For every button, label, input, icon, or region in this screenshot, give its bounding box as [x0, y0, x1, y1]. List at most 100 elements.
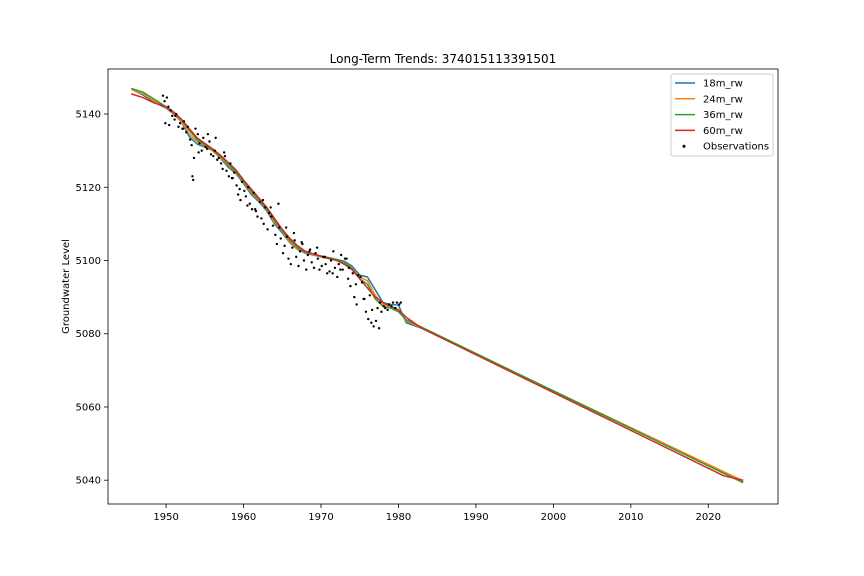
y-tick-label: 5100: [76, 256, 101, 267]
legend-box: [670, 73, 774, 157]
observation-point: [332, 250, 335, 253]
observation-point: [209, 153, 213, 156]
observation-point: [314, 251, 317, 255]
observation-point: [225, 169, 228, 172]
observation-point: [239, 198, 242, 202]
observation-point: [378, 301, 382, 304]
observation-point: [345, 257, 348, 260]
observation-point: [246, 186, 250, 189]
y-tick-label: 5040: [76, 476, 101, 487]
observation-point: [377, 327, 381, 330]
observation-point: [339, 268, 342, 271]
observation-point: [283, 244, 286, 248]
legend-label-observations: Observations: [703, 142, 769, 153]
observation-point: [214, 136, 217, 140]
observation-point: [297, 264, 300, 268]
observation-point: [354, 283, 358, 286]
observation-point: [328, 270, 331, 273]
observation-point: [368, 294, 372, 297]
observation-point: [394, 306, 397, 310]
observation-point: [264, 206, 267, 209]
observation-point: [275, 242, 279, 246]
observation-point: [248, 202, 251, 205]
observation-point: [171, 114, 174, 118]
observation-point: [287, 257, 290, 260]
observation-point: [204, 145, 207, 149]
legend-label-60m-rw: 60m_rw: [703, 126, 743, 137]
observation-point: [329, 259, 333, 262]
observation-point: [346, 277, 350, 281]
observation-point: [182, 120, 186, 123]
observation-point: [310, 261, 313, 264]
observation-point: [277, 226, 281, 229]
observation-point: [384, 306, 387, 310]
observation-point: [395, 301, 399, 304]
observation-point: [277, 202, 280, 205]
y-tick-label: 5120: [76, 183, 101, 194]
observation-point: [185, 131, 188, 134]
observation-point: [356, 273, 360, 277]
observation-point: [235, 184, 238, 187]
series-layer: [130, 87, 744, 484]
observation-point: [178, 121, 182, 125]
observation-point: [391, 301, 395, 304]
observation-point: [197, 151, 200, 154]
observation-point: [212, 154, 215, 158]
observation-point: [167, 105, 170, 108]
x-tick-label: 1980: [386, 512, 411, 523]
observation-point: [227, 175, 231, 178]
x-tick-label: 2020: [696, 512, 721, 523]
observation-point: [192, 156, 196, 160]
observation-point: [240, 180, 244, 183]
observation-point: [351, 272, 354, 275]
observation-point: [399, 301, 402, 304]
x-tick-label: 1960: [231, 512, 256, 523]
observation-point: [326, 272, 329, 275]
observation-point: [167, 123, 171, 127]
legend-label-18m-rw: 18m_rw: [703, 79, 743, 90]
observation-point: [274, 233, 277, 237]
observation-point: [206, 132, 210, 136]
observation-point: [293, 239, 296, 242]
observation-point: [376, 306, 379, 310]
observation-point: [281, 251, 285, 255]
observation-point: [295, 255, 298, 259]
observation-point: [230, 176, 234, 180]
observation-point: [364, 310, 368, 313]
legend: 18m_rw 24m_rw 36m_rw 60m_rw Observations: [670, 73, 774, 157]
observation-point: [174, 112, 178, 116]
series-36m-rw-line: [131, 87, 744, 484]
observation-point: [256, 215, 259, 218]
observation-point: [196, 132, 200, 136]
observation-point: [362, 297, 365, 301]
observation-point: [298, 250, 302, 253]
observation-point: [323, 255, 327, 259]
observation-point: [308, 248, 312, 251]
observation-point: [194, 127, 197, 130]
observation-point: [165, 96, 169, 99]
observation-point: [316, 257, 320, 260]
observation-point: [261, 198, 265, 202]
observation-point: [258, 200, 262, 204]
observation-point: [254, 209, 258, 213]
observation-point: [360, 281, 364, 284]
legend-swatch-observations: [682, 144, 686, 148]
observation-point: [333, 266, 337, 270]
observation-point: [390, 305, 393, 308]
observation-point: [161, 94, 165, 97]
observation-point: [367, 317, 370, 321]
observation-point: [382, 305, 385, 308]
legend-label-36m-rw: 36m_rw: [703, 110, 743, 121]
observation-point: [177, 125, 180, 129]
series-60m-rw-line: [131, 93, 744, 481]
observation-point: [191, 175, 194, 178]
observation-point: [359, 275, 362, 279]
observation-point: [302, 259, 306, 262]
observation-point: [306, 253, 310, 257]
observation-point: [267, 211, 271, 215]
observation-point: [266, 228, 269, 231]
observation-point: [190, 143, 193, 147]
observation-point: [291, 246, 294, 249]
observation-point: [292, 231, 296, 235]
